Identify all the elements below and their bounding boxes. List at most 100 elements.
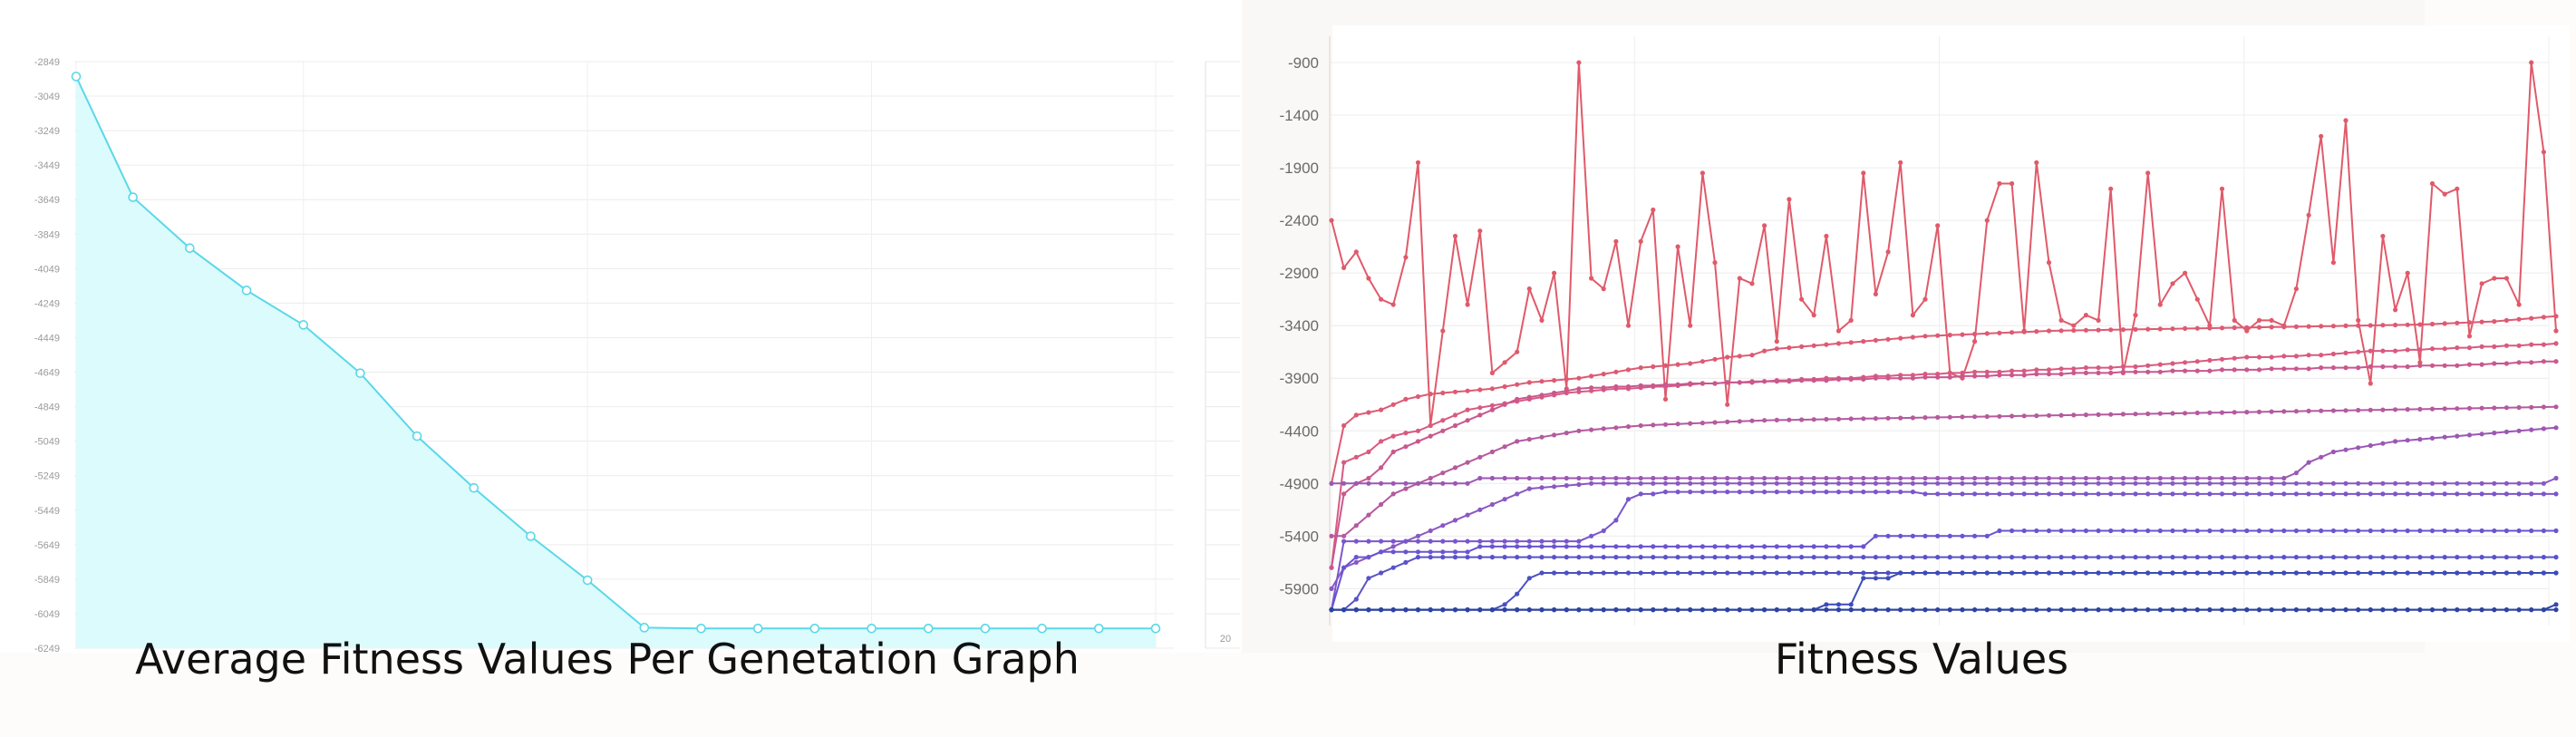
data-point [1379, 465, 1384, 470]
data-point [2145, 491, 2151, 497]
data-point [2281, 366, 2287, 372]
data-point [1774, 555, 1779, 560]
data-point [1390, 480, 1396, 486]
y-tick-label: -4849 [34, 402, 60, 413]
data-point [2553, 341, 2559, 346]
data-point [2319, 555, 2324, 560]
data-point [1922, 570, 1928, 576]
data-point [1799, 544, 1805, 549]
data-point [1576, 544, 1582, 549]
data-point [1477, 387, 1483, 393]
data-point [2319, 454, 2324, 460]
data-point [2207, 325, 2213, 331]
data-point [1935, 607, 1941, 613]
data-point [2306, 570, 2311, 576]
data-point [2553, 314, 2559, 319]
data-point [1428, 607, 1433, 613]
data-point [2120, 369, 2126, 374]
data-point [1984, 331, 1990, 336]
data-point [1428, 480, 1433, 486]
data-point [1885, 570, 1891, 576]
data-point [2256, 325, 2262, 330]
data-point [1910, 570, 1915, 576]
data-point [1390, 491, 1396, 497]
data-point [1379, 570, 1384, 576]
data-point [2429, 555, 2436, 560]
data-point [1613, 544, 1619, 549]
data-point [2244, 367, 2250, 373]
data-point [1824, 607, 1829, 613]
data-point [1811, 544, 1816, 549]
data-point [809, 624, 820, 634]
data-point [2219, 570, 2225, 576]
data-point [1712, 544, 1718, 549]
data-point [1922, 415, 1928, 421]
data-point [2330, 351, 2336, 357]
data-point [2170, 475, 2175, 481]
data-point [2256, 607, 2262, 613]
data-point [2133, 475, 2138, 481]
data-point [2492, 555, 2497, 560]
data-point [1898, 415, 1903, 421]
data-point [1922, 555, 1928, 560]
data-point [1873, 480, 1878, 486]
data-point [2183, 270, 2188, 276]
data-point [1737, 480, 1742, 486]
y-tick-label: -5049 [34, 437, 60, 448]
data-point [2466, 432, 2473, 438]
data-point [2380, 570, 2386, 576]
data-point [1984, 218, 1990, 223]
data-point [2405, 364, 2410, 370]
data-point [1366, 576, 1371, 581]
data-point [2293, 366, 2299, 372]
data-point [355, 368, 365, 378]
data-point [1749, 353, 1755, 358]
data-point [2232, 555, 2237, 560]
data-point [1440, 328, 1446, 334]
data-point [1749, 544, 1755, 549]
data-point [2529, 404, 2534, 410]
data-point [2244, 480, 2250, 486]
data-point [1799, 296, 1805, 302]
data-point [2479, 570, 2484, 576]
data-point [1688, 490, 1693, 495]
data-point [1662, 363, 1669, 368]
data-point [2306, 366, 2311, 372]
data-point [2417, 570, 2423, 576]
data-point [1700, 381, 1705, 386]
data-point [2108, 570, 2114, 576]
data-point [1515, 396, 1520, 402]
data-point [1960, 491, 1965, 497]
data-point [2083, 555, 2088, 560]
data-point [2207, 410, 2213, 415]
data-point [1935, 570, 1941, 576]
data-point [1848, 317, 1854, 323]
data-point [2071, 570, 2077, 576]
data-point [2553, 475, 2559, 481]
data-point [1552, 432, 1557, 438]
data-point [1638, 383, 1643, 388]
data-point [1835, 480, 1842, 486]
data-point [2306, 480, 2311, 486]
series-line [1332, 405, 2557, 538]
data-point [1835, 607, 1842, 613]
data-point [1835, 555, 1842, 560]
data-point [1353, 480, 1359, 486]
data-point [2281, 409, 2287, 414]
data-point [1625, 555, 1632, 560]
data-point [1576, 481, 1582, 488]
data-point [2529, 570, 2534, 576]
data-point [2405, 491, 2410, 497]
data-point [1502, 607, 1507, 613]
data-point [1379, 480, 1384, 486]
data-point [1452, 412, 1458, 418]
data-point [1885, 375, 1891, 381]
data-point [2466, 607, 2473, 613]
data-point [1762, 555, 1767, 560]
data-point [2219, 475, 2225, 481]
data-point [1811, 480, 1816, 486]
y-tick-label: -4649 [34, 368, 60, 379]
data-point [1601, 372, 1606, 377]
data-point [1848, 570, 1854, 576]
data-point [1725, 570, 1730, 576]
